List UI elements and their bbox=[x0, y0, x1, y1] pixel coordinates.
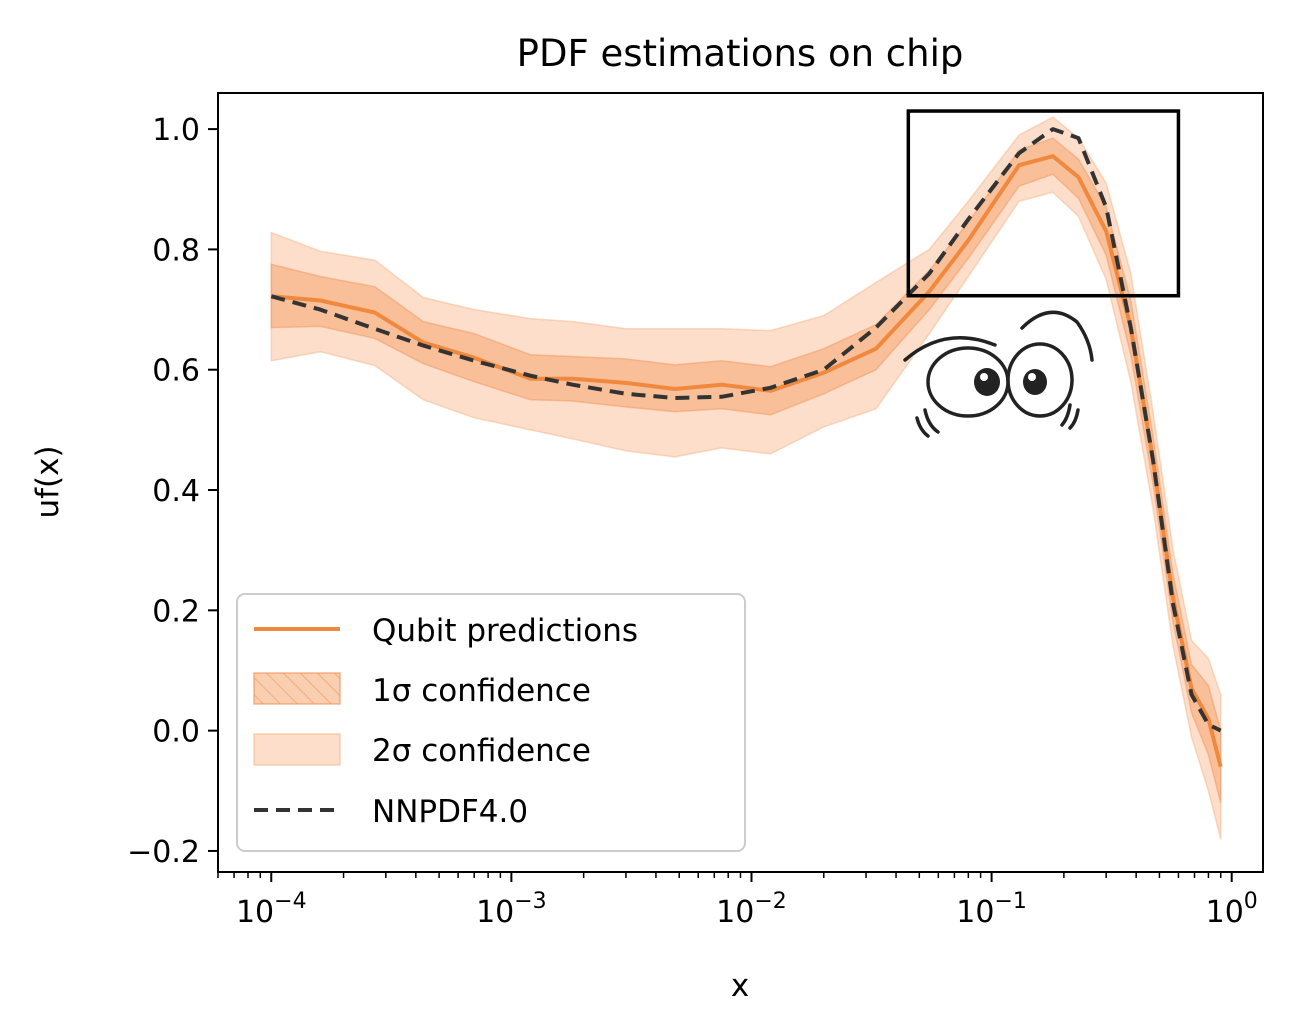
y-tick-label: 0.8 bbox=[152, 233, 200, 268]
legend-swatch-sigma1 bbox=[253, 672, 341, 705]
x-tick-label: 10−2 bbox=[716, 889, 787, 930]
y-tick-label: 0.0 bbox=[152, 715, 200, 750]
x-axis-label: x bbox=[731, 968, 749, 1004]
highlight-rectangle bbox=[906, 109, 1181, 298]
cartoon-eyes-doodle bbox=[903, 310, 1094, 438]
sigma1-band bbox=[270, 137, 1222, 803]
legend: Qubit predictions 1σ confidence 2σ confi… bbox=[236, 593, 746, 852]
y-tick-label: 1.0 bbox=[152, 113, 200, 148]
legend-label-sigma1: 1σ confidence bbox=[372, 673, 591, 709]
cartoon-eye-highlights bbox=[980, 373, 1036, 381]
sigma2-band bbox=[270, 116, 1222, 840]
y-tick-label: 0.6 bbox=[152, 354, 200, 389]
chart-title: PDF estimations on chip bbox=[517, 32, 964, 75]
legend-swatch-sigma2 bbox=[253, 733, 341, 766]
x-tick-label: 10−4 bbox=[236, 889, 307, 930]
y-tick-label: 0.2 bbox=[152, 594, 200, 629]
x-tick-label: 10−1 bbox=[956, 889, 1027, 930]
y-tick-label: −0.2 bbox=[127, 835, 200, 870]
x-tick-label: 10−3 bbox=[476, 889, 547, 930]
nnpdf-line bbox=[270, 127, 1222, 733]
plot-area bbox=[270, 116, 1223, 840]
y-axis: −0.2 0.0 0.2 0.4 0.6 0.8 1.0 bbox=[127, 113, 218, 870]
legend-label-qubit: Qubit predictions bbox=[372, 613, 638, 649]
y-axis-label: uf(x) bbox=[30, 445, 66, 518]
legend-label-sigma2: 2σ confidence bbox=[372, 733, 591, 769]
x-tick-label: 100 bbox=[1206, 889, 1258, 930]
x-axis: 10−4 10−3 10−2 10−1 100 bbox=[217, 872, 1258, 930]
legend-label-nnpdf: NNPDF4.0 bbox=[372, 794, 528, 830]
legend-box bbox=[236, 593, 746, 852]
y-tick-label: 0.4 bbox=[152, 474, 200, 509]
